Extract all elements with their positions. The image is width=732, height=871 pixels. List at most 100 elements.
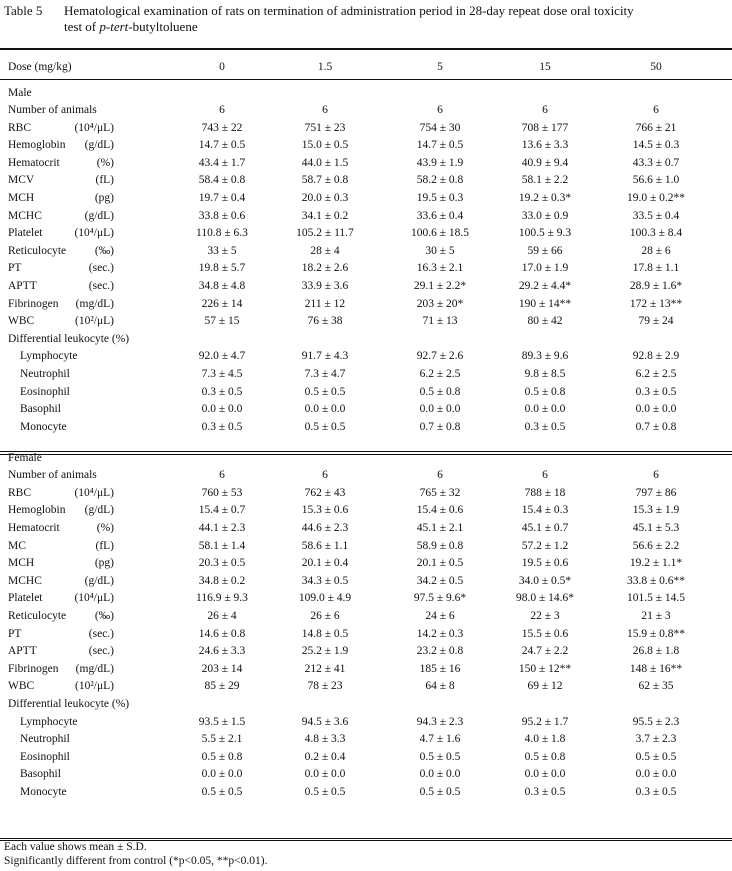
cell-value: 22 ± 3 xyxy=(530,610,560,623)
row-unit: (%) xyxy=(96,522,114,535)
row-label: Monocyte xyxy=(20,785,67,798)
cell-value: 23.2 ± 0.8 xyxy=(416,645,464,658)
table-row: Monocyte 0.5 ± 0.5 0.5 ± 0.5 0.5 ± 0.5 0.3 ±… xyxy=(0,784,732,802)
cell-value: 3.7 ± 2.3 xyxy=(635,733,677,746)
row-label: Eosinophil xyxy=(20,750,70,763)
cell-value: 92.8 ± 2.9 xyxy=(632,350,680,363)
cell-value: 19.0 ± 0.2** xyxy=(626,191,686,204)
cell-value: 4.8 ± 3.3 xyxy=(304,733,346,746)
cell-value: 190 ± 14** xyxy=(518,297,572,310)
cell-value: 58.6 ± 1.1 xyxy=(301,539,349,552)
row-label: Number of animals xyxy=(8,104,97,116)
table-row: Eosinophil 0.3 ± 0.5 0.5 ± 0.5 0.5 ± 0.8 0.5… xyxy=(0,384,732,402)
cell-value: 14.7 ± 0.5 xyxy=(416,139,464,152)
cell-value: 20.1 ± 0.5 xyxy=(416,557,464,570)
table-row: Fibrinogen (mg/dL) 226 ± 14 211 ± 12 203 ± 2… xyxy=(0,296,732,314)
row-unit: (‰) xyxy=(94,244,114,257)
cell-value: 57.2 ± 1.2 xyxy=(521,539,569,552)
cell-value: 85 ± 29 xyxy=(204,680,240,693)
top-rule xyxy=(0,48,732,50)
cell-value: 212 ± 41 xyxy=(304,662,346,675)
section-header-female: Female xyxy=(0,447,732,467)
cell-value: 17.8 ± 1.1 xyxy=(632,262,680,275)
cell-value: 100.5 ± 9.3 xyxy=(518,227,572,240)
row-label: Neutrophil xyxy=(20,367,70,380)
cell-value: 92.7 ± 2.6 xyxy=(416,350,464,363)
table-row: Basophil 0.0 ± 0.0 0.0 ± 0.0 0.0 ± 0.0 0.0 ±… xyxy=(0,766,732,784)
cell-value: 15.3 ± 1.9 xyxy=(632,504,680,517)
cell-value: 0.5 ± 0.5 xyxy=(635,750,677,763)
row-label: RBC xyxy=(8,486,32,499)
cell-value: 91.7 ± 4.3 xyxy=(301,350,349,363)
row-label: Number of animals xyxy=(8,469,97,482)
row-label: Monocyte xyxy=(20,420,67,433)
cell-value: 98.0 ± 14.6* xyxy=(515,592,575,605)
cell-value: 0.0 ± 0.0 xyxy=(304,403,346,416)
dose-0: 0 xyxy=(219,61,225,73)
cell-value: 105.2 ± 11.7 xyxy=(296,227,354,240)
cell-value: 6 xyxy=(653,469,659,482)
cell-value: 34.1 ± 0.2 xyxy=(301,209,349,222)
cell-value: 15.4 ± 0.3 xyxy=(521,504,569,517)
cell-value: 24 ± 6 xyxy=(425,610,455,623)
cell-value: 708 ± 177 xyxy=(521,121,569,134)
cell-value: 0.5 ± 0.8 xyxy=(419,385,461,398)
table-caption: Table 5 Hematological examination of rats… xyxy=(4,3,732,35)
cell-value: 94.5 ± 3.6 xyxy=(301,715,349,728)
cell-value: 58.9 ± 0.8 xyxy=(416,539,464,552)
cell-value: 762 ± 43 xyxy=(304,486,346,499)
cell-value: 766 ± 21 xyxy=(635,121,677,134)
caption-prefix: test of xyxy=(64,19,100,34)
table-row: Number of animals 6 6 6 6 6 xyxy=(0,102,732,120)
table-row: PT (sec.) 14.6 ± 0.8 14.8 ± 0.5 14.2 ± 0.3 15… xyxy=(0,626,732,644)
cell-value: 57 ± 15 xyxy=(204,315,240,328)
cell-value: 0.0 ± 0.0 xyxy=(635,768,677,781)
row-unit: (g/dL) xyxy=(84,574,114,587)
cell-value: 0.5 ± 0.5 xyxy=(304,785,346,798)
cell-value: 110.8 ± 6.3 xyxy=(196,227,248,240)
cell-value: 44.0 ± 1.5 xyxy=(301,156,349,169)
table-row: Eosinophil 0.5 ± 0.8 0.2 ± 0.4 0.5 ± 0.5 0.5… xyxy=(0,749,732,767)
table-row: WBC (10²/μL) 57 ± 15 76 ± 38 71 ± 13 80 ± 42 7… xyxy=(0,313,732,331)
cell-value: 5.5 ± 2.1 xyxy=(201,733,243,746)
cell-value: 94.3 ± 2.3 xyxy=(416,715,464,728)
cell-value: 34.0 ± 0.5* xyxy=(518,574,572,587)
cell-value: 34.3 ± 0.5 xyxy=(301,574,349,587)
row-label: WBC xyxy=(8,315,35,328)
cell-value: 15.4 ± 0.7 xyxy=(198,504,246,517)
cell-value: 56.6 ± 1.0 xyxy=(632,174,680,187)
cell-value: 20.3 ± 0.5 xyxy=(198,557,246,570)
table-row: RBC (10⁴/μL) 760 ± 53 762 ± 43 765 ± 32 788 ±… xyxy=(0,485,732,503)
cell-value: 19.2 ± 0.3* xyxy=(518,191,572,204)
cell-value: 59 ± 66 xyxy=(527,244,563,257)
row-unit: (10⁴/μL) xyxy=(74,227,114,240)
cell-value: 58.4 ± 0.8 xyxy=(198,174,246,187)
row-label: Basophil xyxy=(20,768,61,781)
footnote-2: Significantly different from control (*p… xyxy=(4,855,268,867)
cell-value: 64 ± 8 xyxy=(425,680,455,693)
cell-value: 0.7 ± 0.8 xyxy=(635,420,677,433)
cell-value: 89.3 ± 9.6 xyxy=(521,350,569,363)
row-label: RBC xyxy=(8,121,32,134)
cell-value: 58.1 ± 2.2 xyxy=(521,174,569,187)
cell-value: 33.8 ± 0.6** xyxy=(626,574,686,587)
table-row: Platelet (10⁴/μL) 110.8 ± 6.3 105.2 ± 11.7 1… xyxy=(0,225,732,243)
cell-value: 0.2 ± 0.4 xyxy=(304,750,346,763)
table-row: Reticulocyte (‰) 26 ± 4 26 ± 6 24 ± 6 22 ± 3 2… xyxy=(0,608,732,626)
row-label: Lymphocyte xyxy=(20,715,78,728)
cell-value: 33.5 ± 0.4 xyxy=(632,209,680,222)
cell-value: 29.1 ± 2.2* xyxy=(413,279,467,292)
row-unit: (sec.) xyxy=(88,279,114,292)
cell-value: 6 xyxy=(542,469,548,482)
cell-value: 56.6 ± 2.2 xyxy=(632,539,680,552)
cell-value: 203 ± 20* xyxy=(416,297,464,310)
table-row: Lymphocyte 92.0 ± 4.7 91.7 ± 4.3 92.7 ± 2.6… xyxy=(0,348,732,366)
cell-value: 14.6 ± 0.8 xyxy=(198,627,246,640)
cell-value: 19.7 ± 0.4 xyxy=(198,191,246,204)
cell-value: 58.2 ± 0.8 xyxy=(416,174,464,187)
row-label: PT xyxy=(8,262,22,275)
row-label: MCHC xyxy=(8,209,42,222)
cell-value: 0.5 ± 0.8 xyxy=(201,750,243,763)
cell-value: 13.6 ± 3.3 xyxy=(521,139,569,152)
row-unit: (fL) xyxy=(95,539,114,552)
